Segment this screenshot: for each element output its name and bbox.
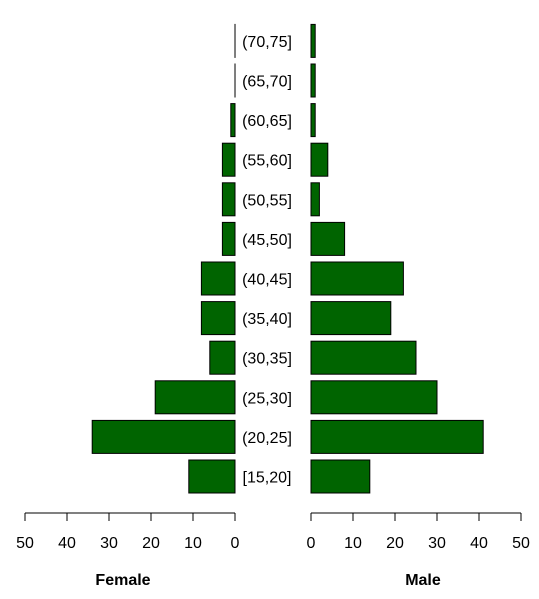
male-tick-label: 30 (428, 535, 446, 552)
female-x-axis: 0 10 20 30 40 50 (16, 512, 240, 552)
female-bar-(60,65] (230, 103, 236, 138)
female-tick-label: 50 (16, 535, 34, 552)
category-label: (45,50] (242, 232, 292, 249)
female-axis-title: Female (95, 572, 150, 589)
male-bar-(40,45] (310, 261, 404, 296)
male-bar-(25,30] (310, 380, 438, 415)
female-tick-label: 0 (231, 535, 240, 552)
female-tick-label: 20 (142, 535, 160, 552)
category-label: (40,45] (242, 272, 292, 289)
male-bar-(45,50] (310, 221, 346, 256)
category-label: (20,25] (242, 430, 292, 447)
category-labels: [15,20] (20,25] (25,30] (30,35] (35,40] (40,4… (242, 34, 292, 487)
category-label: (55,60] (242, 153, 292, 170)
female-bar-(45,50] (221, 221, 236, 256)
female-bar-[15,20] (188, 459, 236, 494)
male-x-axis: 0 10 20 30 40 50 (307, 512, 530, 552)
category-label: (60,65] (242, 113, 292, 130)
category-label: (65,70] (242, 74, 292, 91)
male-bar-(50,55] (310, 182, 320, 217)
female-bar-(55,60] (221, 142, 236, 177)
female-tick-label: 10 (184, 535, 202, 552)
male-bar-(65,70] (310, 63, 316, 98)
female-bar-(50,55] (221, 182, 236, 217)
category-label: (35,40] (242, 311, 292, 328)
female-tick-label: 30 (100, 535, 118, 552)
category-label: (50,55] (242, 192, 292, 209)
category-label: (30,35] (242, 351, 292, 368)
male-bar-[15,20] (310, 459, 371, 494)
category-label: (25,30] (242, 390, 292, 407)
category-label: (70,75] (242, 34, 292, 51)
female-bar-(20,25] (91, 419, 236, 454)
male-tick-label: 20 (386, 535, 404, 552)
female-bar-(35,40] (200, 301, 236, 336)
male-bar-(60,65] (310, 103, 316, 138)
male-tick-label: 40 (470, 535, 488, 552)
male-axis-title: Male (405, 572, 441, 589)
male-bar-(30,35] (310, 340, 417, 375)
category-label: [15,20] (243, 470, 292, 487)
male-bar-(70,75] (310, 23, 316, 58)
male-bar-(55,60] (310, 142, 329, 177)
male-tick-label: 0 (307, 535, 316, 552)
female-tick-label: 40 (58, 535, 76, 552)
male-bars (310, 23, 484, 494)
male-tick-label: 10 (344, 535, 362, 552)
male-tick-label: 50 (512, 535, 530, 552)
male-bar-(20,25] (310, 419, 484, 454)
female-bar-(40,45] (200, 261, 236, 296)
female-bars (91, 23, 236, 494)
female-bar-(25,30] (154, 380, 236, 415)
male-bar-(35,40] (310, 301, 392, 336)
female-bar-(30,35] (209, 340, 236, 375)
